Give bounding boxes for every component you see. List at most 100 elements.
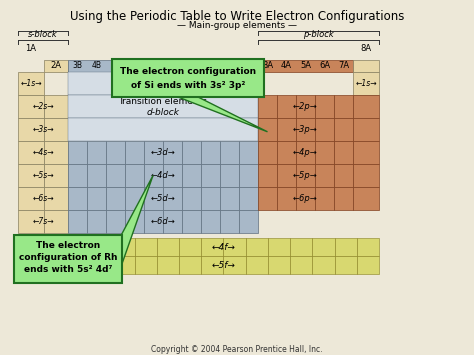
Bar — [106, 164, 125, 187]
Bar — [220, 187, 239, 210]
Text: ends with 5s² 4d⁷: ends with 5s² 4d⁷ — [24, 264, 112, 273]
Text: ←5p→: ←5p→ — [293, 171, 318, 180]
Text: 1A: 1A — [26, 44, 36, 53]
Bar — [44, 95, 68, 118]
Bar — [258, 118, 277, 141]
Bar — [18, 187, 44, 210]
Bar — [68, 164, 87, 187]
Text: 7B: 7B — [148, 61, 158, 71]
Bar — [87, 187, 106, 210]
Bar — [182, 187, 201, 210]
Bar — [68, 210, 87, 233]
Text: 4A: 4A — [281, 61, 292, 71]
Bar — [239, 164, 258, 187]
Bar — [246, 238, 268, 256]
Bar — [224, 238, 246, 256]
Text: ←1s→: ←1s→ — [20, 79, 42, 88]
Bar — [87, 210, 106, 233]
Text: ←4s→: ←4s→ — [32, 148, 54, 157]
Bar — [357, 256, 379, 274]
Bar — [144, 141, 163, 164]
Text: ←3d→: ←3d→ — [151, 148, 175, 157]
Text: 3A: 3A — [262, 61, 273, 71]
Bar — [335, 256, 357, 274]
Text: ←5f→: ←5f→ — [211, 261, 236, 269]
Text: ←6s→: ←6s→ — [32, 194, 54, 203]
Bar — [182, 210, 201, 233]
Bar — [334, 95, 353, 118]
Bar — [125, 141, 144, 164]
Text: 6B: 6B — [129, 61, 139, 71]
Bar — [201, 256, 224, 274]
Bar — [112, 59, 264, 97]
Text: ←3p→: ←3p→ — [293, 125, 318, 134]
Bar — [220, 164, 239, 187]
Bar — [258, 164, 277, 187]
Bar — [296, 187, 315, 210]
Text: 5B: 5B — [110, 61, 120, 71]
Bar — [315, 164, 334, 187]
Bar — [144, 187, 163, 210]
Text: 8A: 8A — [360, 44, 372, 53]
Text: 5A: 5A — [300, 61, 311, 71]
Bar — [334, 118, 353, 141]
Bar — [239, 187, 258, 210]
Text: ←3s→: ←3s→ — [32, 125, 54, 134]
Bar — [353, 141, 379, 164]
Bar — [182, 164, 201, 187]
Text: Copyright © 2004 Pearson Prentice Hall, Inc.: Copyright © 2004 Pearson Prentice Hall, … — [151, 344, 323, 354]
Bar — [179, 256, 201, 274]
Bar — [353, 187, 379, 210]
Text: s-block: s-block — [28, 30, 58, 39]
Bar — [125, 210, 144, 233]
Bar — [44, 164, 68, 187]
Bar — [296, 141, 315, 164]
Bar — [163, 210, 182, 233]
Bar — [315, 95, 334, 118]
Bar — [18, 95, 44, 118]
Bar — [90, 238, 112, 256]
Text: 6A: 6A — [319, 61, 330, 71]
Text: ←4d→: ←4d→ — [151, 171, 175, 180]
Bar — [258, 95, 277, 118]
Bar — [357, 238, 379, 256]
Bar — [246, 256, 268, 274]
Bar — [296, 164, 315, 187]
Bar — [258, 187, 277, 210]
Bar — [315, 118, 334, 141]
Bar — [277, 187, 296, 210]
Bar — [157, 256, 179, 274]
Text: 4B: 4B — [91, 61, 101, 71]
Bar — [353, 164, 379, 187]
Bar — [201, 187, 220, 210]
Text: ←5d→: ←5d→ — [151, 194, 175, 203]
Bar — [135, 238, 157, 256]
Bar — [201, 210, 220, 233]
Bar — [268, 238, 290, 256]
Text: ←5s→: ←5s→ — [32, 171, 54, 180]
Bar — [157, 238, 179, 256]
Bar — [353, 95, 379, 118]
Text: 2B: 2B — [244, 61, 254, 71]
Bar — [201, 238, 224, 256]
Bar — [296, 95, 315, 118]
Polygon shape — [178, 97, 267, 132]
Bar — [258, 60, 353, 72]
Bar — [144, 210, 163, 233]
Text: ←4p→: ←4p→ — [293, 148, 318, 157]
Bar — [315, 141, 334, 164]
Bar — [68, 60, 258, 72]
Bar — [106, 141, 125, 164]
Bar — [334, 164, 353, 187]
Bar — [87, 141, 106, 164]
Bar — [68, 118, 258, 141]
Bar — [268, 256, 290, 274]
Text: 7A: 7A — [338, 61, 349, 71]
Text: ←2p→: ←2p→ — [293, 102, 318, 111]
Bar — [224, 256, 246, 274]
Bar — [68, 141, 87, 164]
Text: Transition elements: Transition elements — [118, 97, 208, 106]
Bar — [44, 118, 68, 141]
Bar — [68, 238, 90, 256]
Bar — [220, 210, 239, 233]
